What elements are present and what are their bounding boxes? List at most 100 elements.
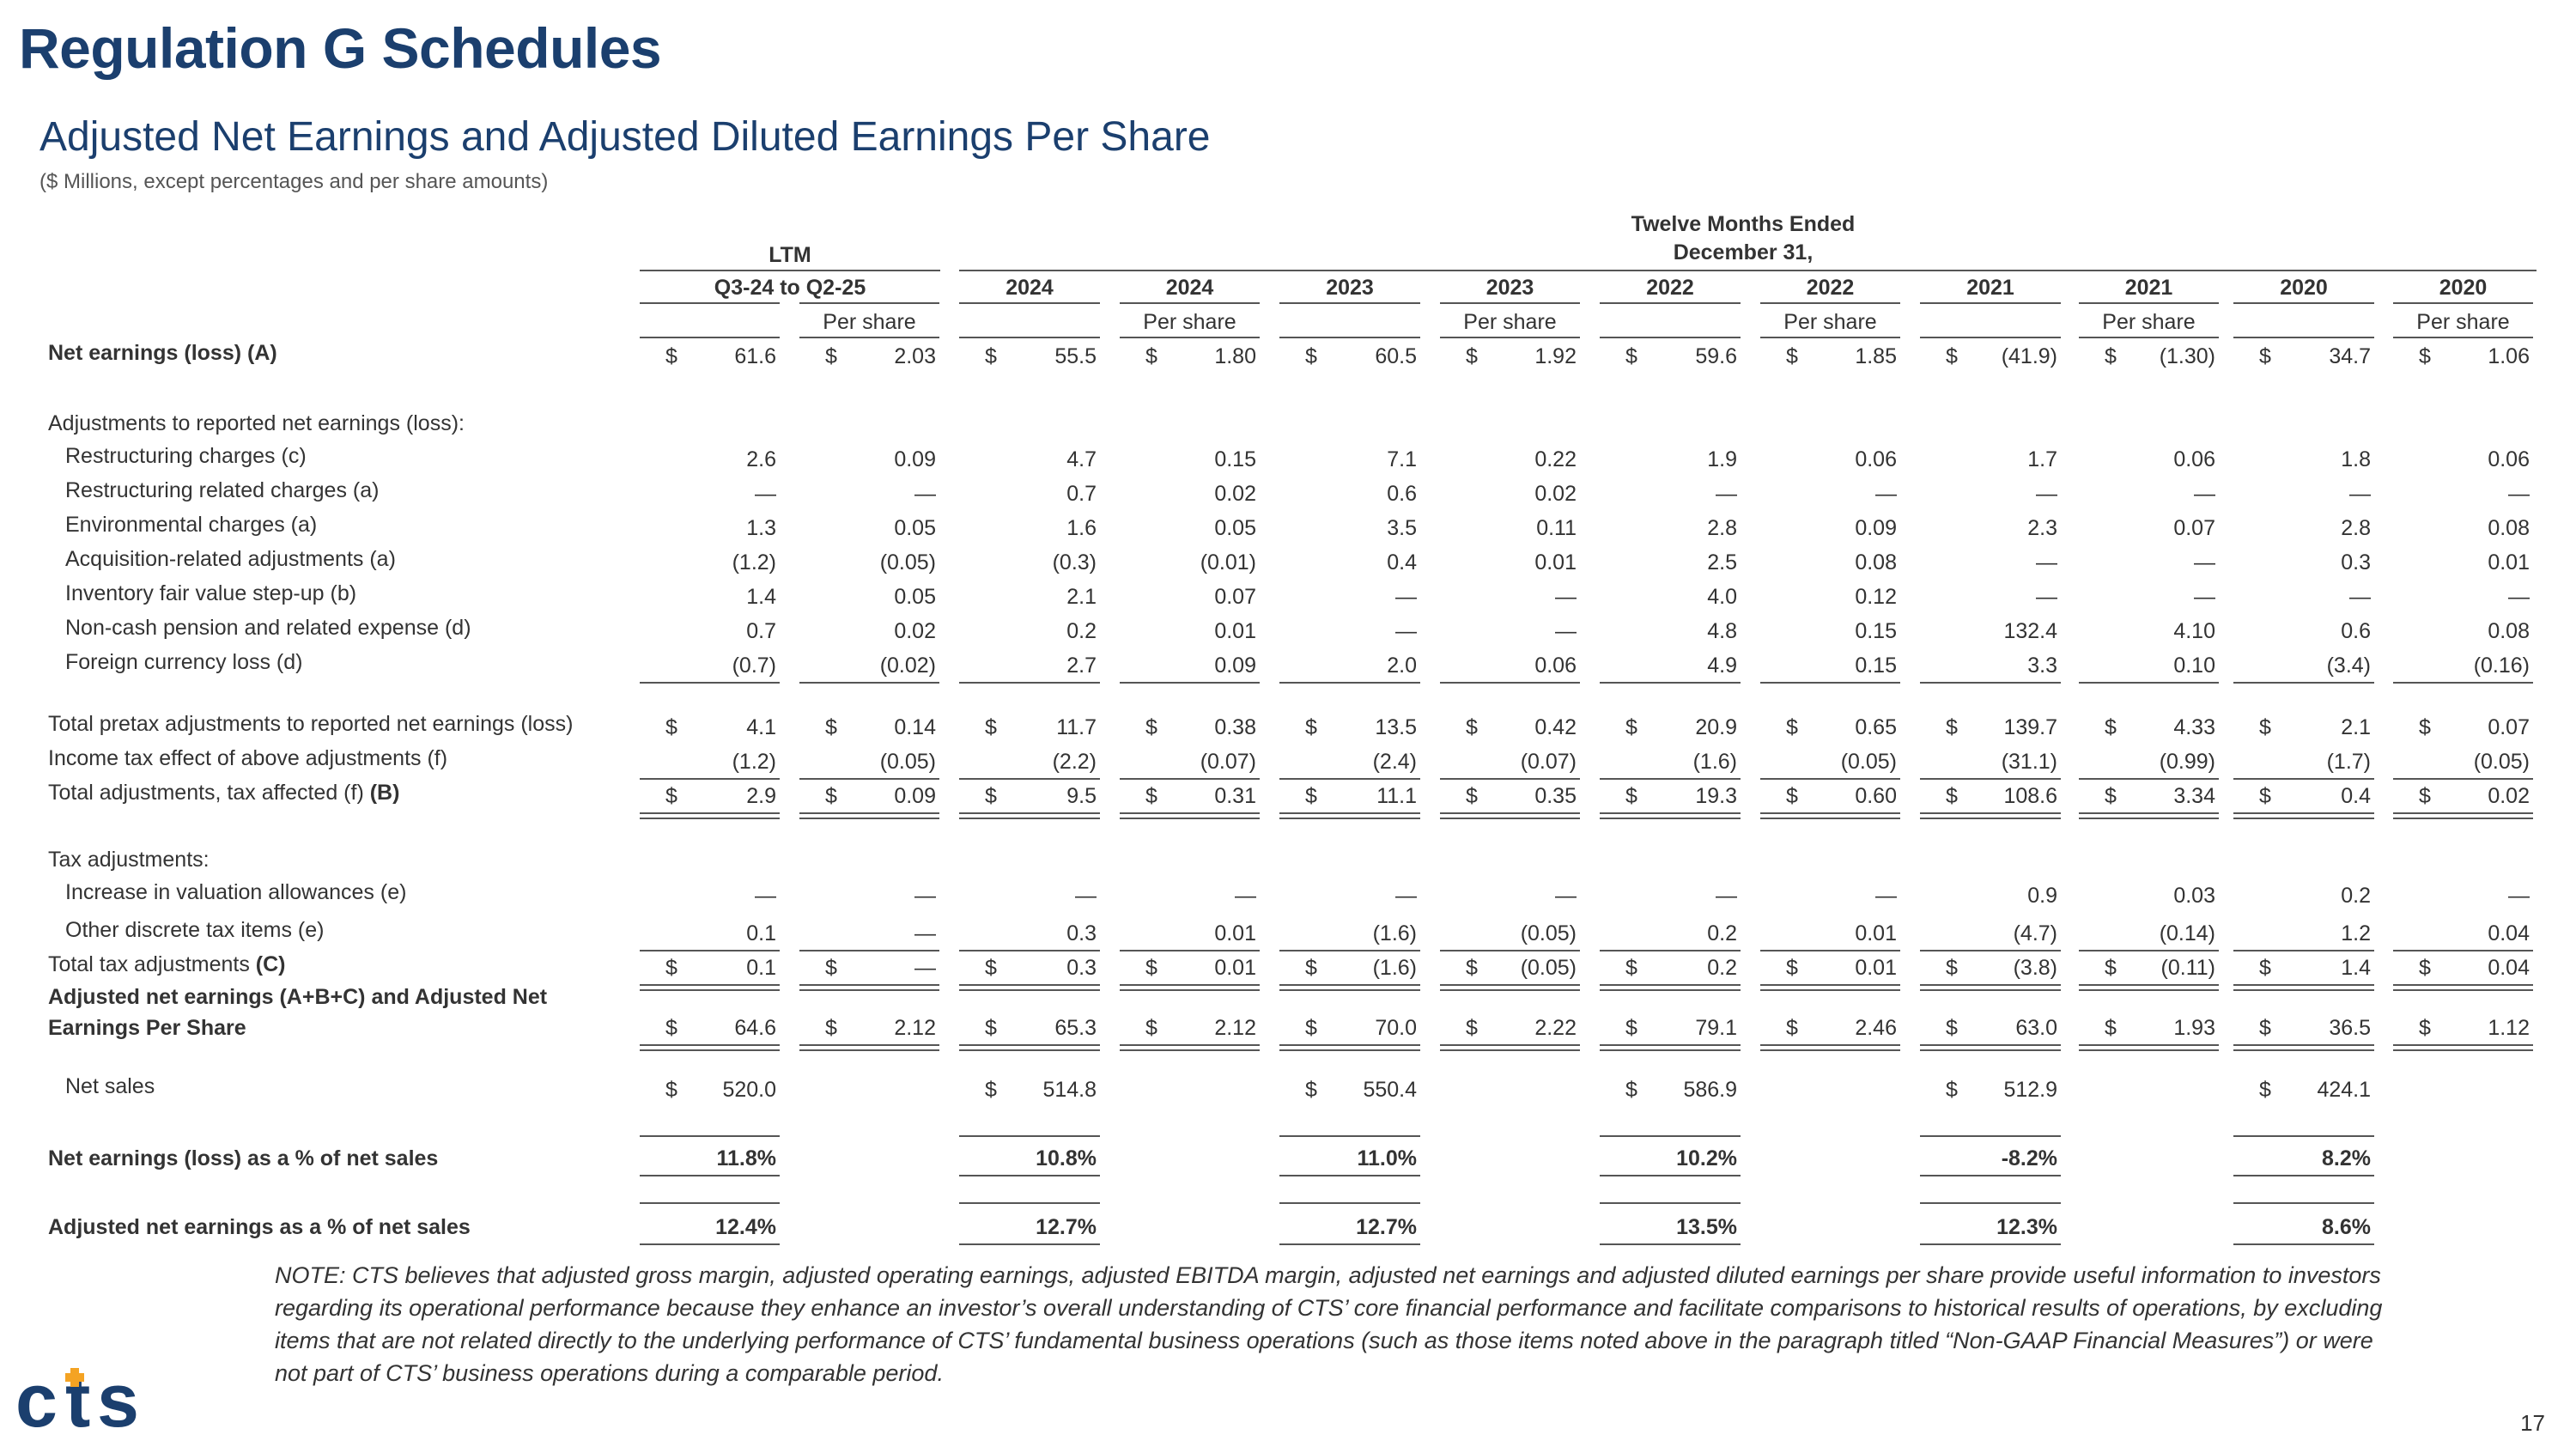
table-cell: 2.46	[1855, 1016, 1897, 1040]
table-cell: -8.2%	[2001, 1146, 2057, 1170]
units-note: ($ Millions, except percentages and per …	[39, 170, 549, 193]
table-cell: 11.0%	[1357, 1146, 1417, 1170]
december-header: December 31,	[1673, 240, 1814, 264]
table-cell: (1.7)	[2326, 750, 2371, 774]
table-cell: 55.5	[1054, 344, 1097, 368]
table-cell: 1.92	[1534, 344, 1577, 368]
currency-symbol: $	[825, 344, 837, 368]
table-cell: 520.0	[722, 1078, 776, 1102]
table-cell: 1.6	[1066, 516, 1097, 540]
cell-double-underline	[2393, 984, 2533, 991]
cell-underline	[2233, 1243, 2374, 1245]
table-cell: 0.10	[2173, 654, 2215, 678]
per-share-header: Per share	[1463, 310, 1557, 334]
table-cell: 0.7	[1066, 482, 1097, 506]
currency-symbol: $	[665, 1078, 677, 1102]
cell-double-underline	[2393, 1044, 2533, 1051]
per-share-underline	[640, 337, 780, 338]
table-cell: 2.7	[1066, 654, 1097, 678]
cell-double-underline	[1760, 984, 1900, 991]
svg-text:c: c	[15, 1366, 56, 1435]
table-cell: 0.02	[1214, 482, 1256, 506]
table-cell: —	[2508, 585, 2530, 609]
header-underline	[1120, 302, 1260, 304]
table-cell: 4.9	[1707, 654, 1737, 678]
cell-underline	[1279, 778, 1420, 780]
table-cell: 70.0	[1375, 1016, 1417, 1040]
table-cell: —	[755, 884, 776, 908]
table-cell: 34.7	[2329, 344, 2371, 368]
table-cell: 0.12	[1855, 585, 1897, 609]
cell-underline	[2233, 1175, 2374, 1176]
cell-underline	[959, 1202, 1100, 1204]
table-cell: (0.3)	[1052, 550, 1097, 575]
cell-double-underline	[1760, 1044, 1900, 1051]
table-cell: 0.05	[894, 516, 936, 540]
table-cell: —	[2349, 482, 2371, 506]
year-header: 2024	[1005, 276, 1054, 300]
cell-underline	[1279, 950, 1420, 951]
cell-underline	[799, 778, 939, 780]
table-cell: (1.2)	[732, 550, 776, 575]
row-label: Inventory fair value step-up (b)	[65, 581, 356, 606]
table-cell: (0.16)	[2473, 654, 2530, 678]
table-cell: 63.0	[2015, 1016, 2057, 1040]
table-cell: (0.05)	[1520, 921, 1577, 945]
section-header: Tax adjustments:	[48, 848, 210, 872]
table-cell: (0.05)	[1840, 750, 1897, 774]
row-label-text: Net earnings (loss) (A)	[48, 341, 277, 365]
cell-underline	[1120, 682, 1260, 684]
table-cell: (41.9)	[2001, 344, 2057, 368]
cell-double-underline	[1120, 812, 1260, 819]
cell-underline	[1279, 1243, 1420, 1245]
table-cell: 2.6	[746, 447, 776, 471]
table-cell: 0.06	[1534, 654, 1577, 678]
table-cell: 1.7	[2027, 447, 2057, 471]
cell-double-underline	[1279, 984, 1420, 991]
cell-underline	[1120, 950, 1260, 951]
cell-double-underline	[1440, 1044, 1580, 1051]
cell-underline	[640, 682, 780, 684]
table-cell: 0.06	[2173, 447, 2215, 471]
row-label-text: Total adjustments, tax affected (f)	[48, 781, 364, 805]
cell-underline	[1600, 1135, 1741, 1137]
table-cell: 0.06	[1855, 447, 1897, 471]
currency-symbol: $	[2419, 784, 2431, 808]
table-cell: 2.12	[894, 1016, 936, 1040]
cell-double-underline	[799, 984, 939, 991]
currency-symbol: $	[1305, 1016, 1317, 1040]
year-header: 2020	[2439, 276, 2488, 300]
table-cell: 0.07	[1214, 585, 1256, 609]
currency-symbol: $	[2105, 715, 2117, 739]
cell-underline	[799, 682, 939, 684]
table-cell: 59.6	[1695, 344, 1737, 368]
cell-underline	[799, 950, 939, 951]
table-cell: —	[2194, 482, 2215, 506]
per-share-underline	[2233, 337, 2374, 338]
row-label: Income tax effect of above adjustments (…	[48, 745, 447, 771]
table-cell: 0.08	[2488, 619, 2530, 643]
table-cell: 0.2	[1707, 956, 1737, 980]
table-cell: 0.08	[2488, 516, 2530, 540]
table-cell: 12.3%	[1996, 1215, 2057, 1239]
header-underline	[2233, 302, 2374, 304]
table-cell: 1.06	[2488, 344, 2530, 368]
currency-symbol: $	[825, 715, 837, 739]
table-cell: 0.1	[746, 921, 776, 945]
cell-underline	[640, 950, 780, 951]
currency-symbol: $	[1786, 715, 1798, 739]
table-cell: —	[1395, 619, 1417, 643]
cell-double-underline	[1600, 812, 1741, 819]
per-share-underline	[959, 337, 1100, 338]
currency-symbol: $	[1625, 956, 1637, 980]
table-cell: 0.31	[1214, 784, 1256, 808]
cell-underline	[1920, 950, 2061, 951]
table-cell: 424.1	[2317, 1078, 2371, 1102]
table-cell: 0.22	[1534, 447, 1577, 471]
cell-underline	[1279, 1175, 1420, 1176]
per-share-underline	[1440, 337, 1580, 338]
currency-symbol: $	[1786, 1016, 1798, 1040]
cell-underline	[2233, 1202, 2374, 1204]
currency-symbol: $	[1466, 344, 1478, 368]
row-label: Restructuring related charges (a)	[65, 477, 379, 503]
